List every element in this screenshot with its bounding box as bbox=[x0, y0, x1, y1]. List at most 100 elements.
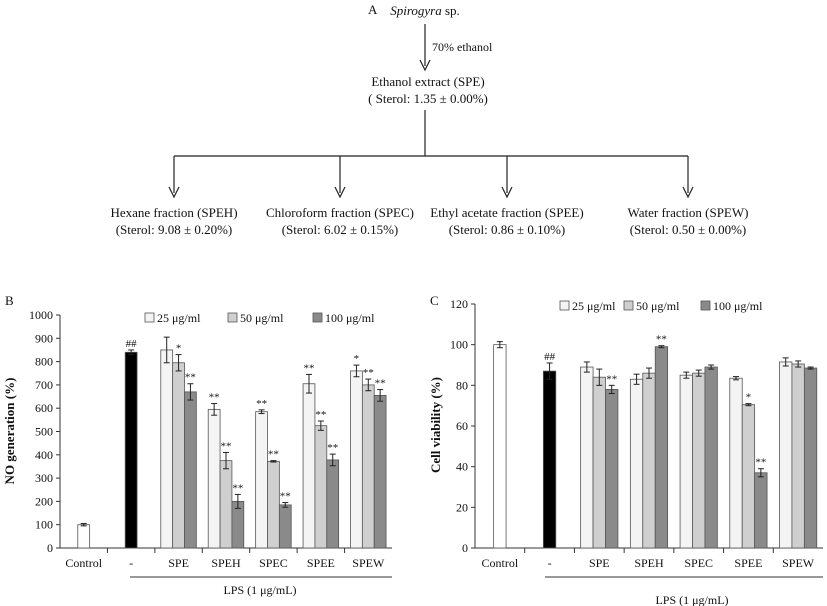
legend-label: 50 μg/ml bbox=[240, 311, 284, 325]
x-tick-label: SPEH bbox=[634, 556, 664, 570]
bar bbox=[207, 408, 221, 549]
significance-mark: ** bbox=[209, 392, 220, 404]
bar bbox=[267, 460, 280, 549]
y-tick-label: 0 bbox=[47, 541, 53, 555]
bar bbox=[692, 372, 706, 549]
x-tick-label: Control bbox=[65, 556, 102, 570]
fraction-sterol: (Sterol: 6.02 ± 0.15%) bbox=[282, 222, 399, 237]
bar bbox=[729, 377, 743, 549]
bar bbox=[791, 363, 805, 549]
flowchart-root: Spirogyra sp. bbox=[390, 3, 460, 18]
x-tick-label: SPEC bbox=[259, 556, 288, 570]
legend-swatch bbox=[227, 312, 238, 323]
flowchart-panel: A Spirogyra sp. 70% ethanol Ethanol extr… bbox=[110, 2, 748, 237]
significance-mark: * bbox=[746, 392, 752, 404]
y-tick-label: 800 bbox=[35, 355, 53, 369]
legend-label: 25 μg/ml bbox=[157, 311, 201, 325]
bar bbox=[160, 349, 174, 549]
bar bbox=[278, 504, 292, 549]
y-tick-label: 500 bbox=[35, 425, 53, 439]
bar bbox=[350, 370, 363, 549]
y-tick-label: 600 bbox=[35, 401, 53, 415]
bar bbox=[184, 391, 197, 549]
y-tick-label: 0 bbox=[462, 541, 468, 555]
significance-mark: ** bbox=[606, 373, 617, 385]
y-tick-label: 1000 bbox=[29, 308, 53, 322]
extract-sterol: ( Sterol: 1.35 ± 0.00%) bbox=[368, 91, 488, 106]
bar bbox=[592, 376, 606, 549]
significance-mark: ** bbox=[363, 367, 374, 379]
x-tick-label: SPE bbox=[589, 556, 610, 570]
significance-mark: ## bbox=[544, 351, 556, 363]
bar bbox=[255, 411, 268, 549]
bar bbox=[542, 370, 557, 549]
legend-label: 25 μg/ml bbox=[572, 299, 616, 313]
x-tick-label: SPEW bbox=[352, 556, 385, 570]
y-axis-label: NO generation (%) bbox=[2, 378, 17, 485]
bar bbox=[779, 361, 793, 549]
panel-a-label: A bbox=[368, 2, 378, 17]
x-tick-label: Control bbox=[482, 556, 519, 570]
significance-mark: ** bbox=[268, 449, 279, 461]
fraction-name: Water fraction (SPEW) bbox=[628, 205, 749, 220]
bar bbox=[172, 362, 185, 549]
bar bbox=[124, 351, 138, 549]
x-tick-label: SPEE bbox=[734, 556, 762, 570]
y-tick-label: 100 bbox=[450, 338, 468, 352]
bar bbox=[302, 383, 316, 549]
x-tick-label: - bbox=[129, 556, 133, 570]
legend-swatch bbox=[312, 312, 323, 323]
significance-mark: ** bbox=[327, 442, 338, 454]
bar bbox=[580, 366, 594, 549]
legend-label: 100 μg/ml bbox=[325, 311, 375, 325]
significance-mark: ## bbox=[126, 338, 138, 350]
x-tick-label: SPEW bbox=[782, 556, 815, 570]
bar bbox=[629, 378, 644, 549]
bar bbox=[754, 472, 768, 549]
y-tick-label: 400 bbox=[35, 448, 53, 462]
y-tick-label: 120 bbox=[450, 297, 468, 311]
y-tick-label: 20 bbox=[456, 500, 468, 514]
significance-mark: ** bbox=[315, 409, 326, 421]
fraction-name: Hexane fraction (SPEH) bbox=[110, 205, 237, 220]
panel-label: C bbox=[430, 293, 439, 308]
legend-label: 50 μg/ml bbox=[636, 299, 680, 313]
significance-mark: ** bbox=[656, 334, 667, 346]
y-tick-label: 900 bbox=[35, 331, 53, 345]
legend-swatch bbox=[700, 300, 711, 311]
significance-mark: ** bbox=[755, 457, 766, 469]
bar bbox=[314, 425, 328, 549]
arrow-label-ethanol: 70% ethanol bbox=[432, 40, 493, 54]
y-tick-label: 100 bbox=[35, 518, 53, 532]
bar bbox=[642, 372, 656, 549]
bar bbox=[326, 459, 340, 549]
bar bbox=[77, 524, 91, 549]
x-tick-label: SPE bbox=[168, 556, 189, 570]
x-tick-label: SPEH bbox=[211, 556, 241, 570]
significance-mark: ** bbox=[304, 362, 315, 374]
fraction-name: Ethyl acetate fraction (SPEE) bbox=[430, 205, 583, 220]
fraction-sterol: (Sterol: 9.08 ± 0.20%) bbox=[116, 222, 233, 237]
arrow-head-ethanol bbox=[419, 59, 431, 72]
y-axis-label: Cell viability (%) bbox=[428, 377, 443, 473]
y-tick-label: 80 bbox=[456, 378, 468, 392]
y-tick-label: 300 bbox=[35, 471, 53, 485]
significance-mark: ** bbox=[232, 482, 243, 494]
lps-group-label: LPS (1 μg/mL) bbox=[655, 593, 728, 606]
y-tick-label: 200 bbox=[35, 494, 53, 508]
legend-swatch bbox=[559, 300, 570, 311]
bar bbox=[803, 367, 818, 549]
fraction-arrow-head bbox=[168, 186, 180, 199]
x-tick-label: SPEE bbox=[307, 556, 335, 570]
y-tick-label: 40 bbox=[456, 460, 468, 474]
no-generation-chart: B 0 100 200 300 400 500 600 700 800 900 1000 NO gene… bbox=[2, 293, 392, 597]
significance-mark: ** bbox=[185, 372, 196, 384]
significance-mark: ** bbox=[375, 378, 386, 390]
fraction-arrow-head bbox=[682, 186, 694, 199]
fraction-name: Chloroform fraction (SPEC) bbox=[266, 205, 414, 220]
fraction-labels: Hexane fraction (SPEH) (Sterol: 9.08 ± 0.… bbox=[110, 205, 748, 237]
legend-swatch bbox=[144, 312, 155, 323]
bar bbox=[605, 388, 619, 549]
significance-mark: ** bbox=[280, 491, 291, 503]
